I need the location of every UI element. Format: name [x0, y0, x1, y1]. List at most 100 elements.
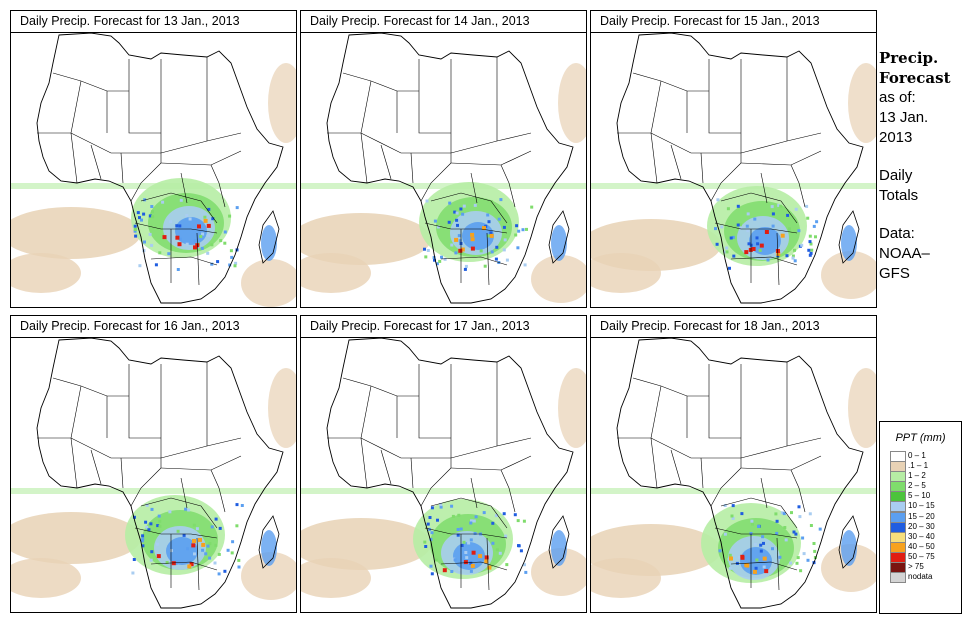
- precip-dot: [192, 523, 196, 527]
- precip-dot: [517, 229, 521, 233]
- precip-dot: [201, 232, 205, 236]
- precip-dot: [754, 566, 758, 570]
- precip-dot: [184, 507, 188, 511]
- country-border: [420, 467, 452, 507]
- heading-line-2: Forecast: [879, 69, 951, 87]
- country-border: [617, 437, 822, 459]
- precip-dot: [193, 239, 197, 243]
- precip-dot: [133, 228, 137, 231]
- precip-dot: [158, 519, 162, 523]
- precip-dot: [798, 515, 802, 519]
- country-border: [120, 152, 124, 184]
- precip-dot: [424, 255, 428, 259]
- heavy-precip-dot: [751, 247, 756, 251]
- precip-dot: [179, 198, 183, 202]
- legend-label: 1 – 2: [908, 471, 926, 481]
- precip-dot: [165, 561, 169, 564]
- heavy-precip-dot: [745, 563, 750, 568]
- precip-dot: [494, 257, 498, 261]
- country-border: [670, 144, 682, 180]
- precip-dot: [451, 514, 455, 518]
- precip-dot: [750, 536, 754, 540]
- precip-dot: [516, 519, 520, 523]
- precip-dot: [230, 551, 234, 555]
- precip-dot: [780, 511, 784, 515]
- precip-dot: [150, 550, 154, 554]
- precip-dot: [504, 534, 508, 538]
- precip-dot: [718, 549, 722, 553]
- precip-zone-blue: [166, 537, 198, 565]
- country-border: [196, 537, 200, 591]
- precip-dot: [472, 519, 476, 523]
- precip-dot: [783, 526, 787, 529]
- precip-dot: [131, 571, 135, 575]
- precip-dot: [486, 234, 490, 238]
- panel-title: Daily Precip. Forecast for 15 Jan., 2013: [590, 10, 877, 33]
- precip-dot: [234, 261, 238, 265]
- country-border: [650, 437, 658, 489]
- country-border: [714, 527, 798, 539]
- precip-dot: [217, 572, 221, 576]
- legend-label: 10 – 15: [908, 501, 935, 511]
- precip-dot: [818, 527, 822, 531]
- precip-dot: [457, 234, 461, 238]
- precip-dot: [799, 569, 803, 573]
- forecast-panel-17-jan: Daily Precip. Forecast for 17 Jan., 2013: [300, 315, 587, 613]
- country-border: [418, 364, 451, 439]
- country-border: [790, 164, 806, 208]
- heavy-precip-dot: [460, 247, 465, 252]
- precip-dot: [210, 262, 214, 266]
- precip-dot: [740, 512, 744, 516]
- precip-dot: [428, 527, 432, 531]
- itcz-band: [301, 488, 586, 494]
- precip-dot: [473, 532, 477, 535]
- country-border: [410, 457, 414, 489]
- precip-dot: [149, 558, 153, 562]
- heavy-precip-dot: [187, 564, 192, 569]
- ocean-trace-area: [11, 253, 81, 293]
- country-border: [650, 132, 658, 184]
- precip-dot: [728, 553, 732, 557]
- precip-dot: [777, 203, 781, 207]
- coastline: [616, 338, 864, 609]
- precip-dot: [523, 563, 526, 567]
- precip-dot: [806, 216, 810, 220]
- precip-dot: [439, 505, 443, 509]
- country-border: [90, 144, 102, 180]
- ocean-trace-area: [301, 253, 371, 293]
- precip-zone-blue: [749, 227, 781, 255]
- precip-dot: [448, 201, 452, 205]
- country-border: [70, 80, 82, 134]
- precip-dot: [206, 544, 210, 548]
- country-border: [150, 561, 218, 571]
- precip-dot: [210, 243, 214, 247]
- precip-dot: [782, 512, 786, 516]
- precip-dot: [456, 223, 459, 227]
- precip-map: [590, 32, 877, 308]
- country-border: [730, 256, 798, 266]
- itcz-band: [591, 183, 876, 189]
- country-border: [776, 232, 780, 286]
- precip-dot: [479, 249, 483, 253]
- country-border: [424, 527, 508, 539]
- country-border: [70, 385, 82, 439]
- heading-line-1: Precip.: [879, 49, 939, 67]
- precip-dot: [425, 199, 429, 203]
- precip-dot: [223, 241, 227, 245]
- itcz-band: [11, 488, 296, 494]
- country-border: [210, 164, 226, 208]
- precip-dot: [751, 522, 754, 526]
- precip-dot: [747, 242, 751, 246]
- precip-dot: [762, 541, 765, 545]
- precip-dot: [495, 245, 499, 249]
- precip-zone-madagascar: [261, 530, 277, 566]
- heavy-precip-dot: [463, 560, 468, 565]
- precip-dot: [715, 242, 719, 246]
- ocean-trace-area: [591, 253, 661, 293]
- precip-dot: [753, 217, 757, 221]
- precip-dot: [426, 522, 430, 526]
- precip-dot: [795, 561, 799, 565]
- precip-dot: [723, 504, 727, 507]
- precip-dot: [141, 537, 145, 541]
- precip-dot: [439, 503, 443, 507]
